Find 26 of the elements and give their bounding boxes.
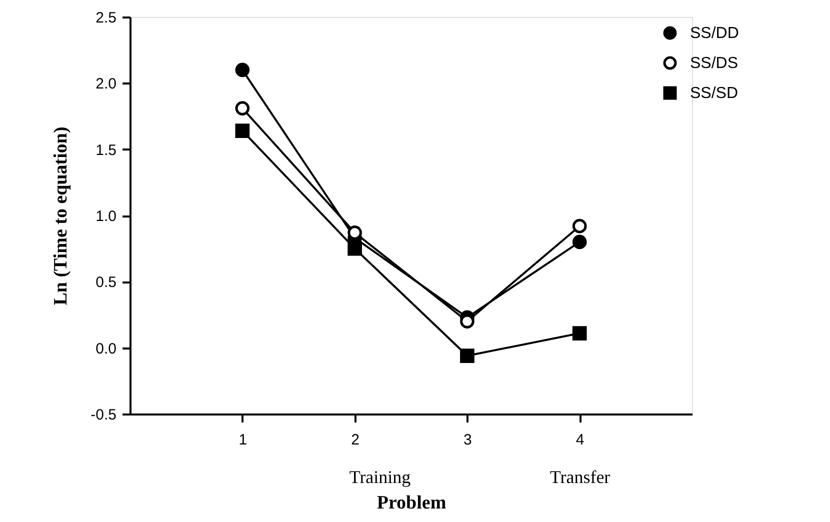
y-tick-label: 0.0	[96, 340, 116, 358]
point	[235, 62, 250, 78]
point	[348, 241, 362, 256]
x-axis-title: Problem	[376, 492, 446, 514]
y-tick-label: 0.5	[96, 274, 116, 292]
legend-label: SS/DS	[690, 55, 738, 72]
x-tick-label: 1	[238, 432, 248, 448]
point	[235, 101, 250, 116]
text: Transfer	[550, 467, 610, 487]
legend-label: SS/SD	[690, 85, 738, 102]
y-axis-title: Ln (Time to equation)	[50, 126, 72, 306]
x-tick-label: 2	[351, 432, 360, 448]
text: Training	[349, 467, 411, 487]
point	[460, 348, 474, 363]
x-tick-label: 3	[464, 432, 472, 448]
point	[235, 124, 250, 138]
y-tick-label: -0.5	[90, 406, 116, 424]
point	[572, 218, 587, 234]
x-tick-label: 4	[576, 432, 584, 448]
y-tick-label: 2.0	[96, 76, 116, 93]
y-tick-label: 2.5	[96, 10, 116, 26]
point	[572, 234, 587, 250]
y-tick-label: 1.5	[96, 142, 116, 159]
point	[572, 326, 587, 340]
legend-label: SS/DD	[690, 25, 739, 42]
y-tick-label: 1.0	[96, 208, 116, 225]
